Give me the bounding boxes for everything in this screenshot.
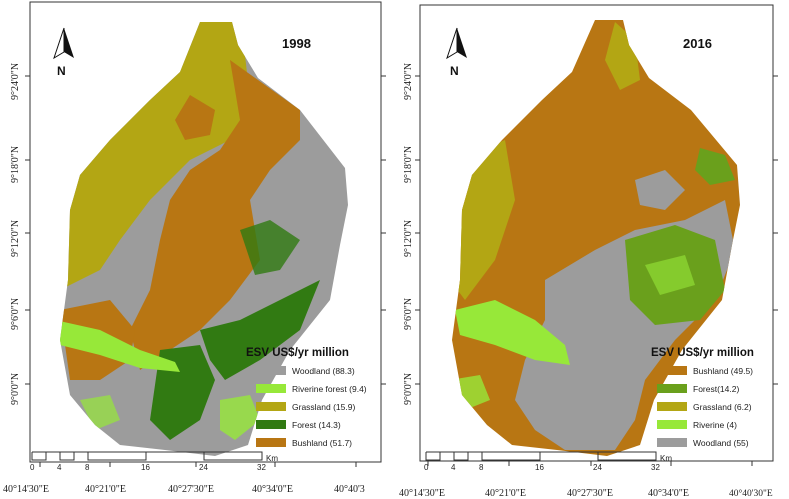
legend-swatch [657,384,687,393]
lon-label-2: 40°21'0"E [85,484,126,495]
map-2016: 9°24'0"N 9°18'0"N 9°12'0"N 9°6'0"N 9°0'0… [399,4,778,499]
map-frame [29,1,382,463]
legend-swatch [657,438,687,447]
scale-tick: 0 [424,463,429,472]
lat-label-4: 9°6'0"N [403,298,414,330]
legend-label: Riverine forest (9.4) [292,384,367,394]
scale-tick: 24 [593,463,602,472]
land-cover-1998 [60,22,348,456]
scale-unit: Km [266,454,278,463]
lon-label-4: 40°34'0"E [648,488,689,499]
lat-label-2: 9°18'0"N [403,146,414,183]
legend: ESV US$/yr million Bushland (49.5) Fores… [651,347,754,448]
lat-label-5: 9°0'0"N [10,373,21,405]
graticule-ticks [25,75,386,467]
lon-label-2: 40°21'0"E [485,488,526,499]
map-panel-2016: 9°24'0"N 9°18'0"N 9°12'0"N 9°6'0"N 9°0'0… [395,0,789,499]
legend-swatch [256,420,286,429]
lon-label-4: 40°34'0"E [252,484,293,495]
legend-swatch [657,420,687,429]
scale-tick: 16 [141,463,150,472]
legend-label: Bushland (51.7) [292,438,352,448]
scale-tick: 8 [85,463,90,472]
legend-swatch [657,402,687,411]
lat-label-5: 9°0'0"N [403,373,414,405]
legend-swatch [256,402,286,411]
legend-label: Riverine (4) [693,420,737,430]
land-cover-2016 [452,20,740,456]
legend-label: Grassland (6.2) [693,402,752,412]
scale-unit: Km [660,454,672,463]
lat-label-2: 9°18'0"N [10,146,21,183]
lon-label-1: 40°14'30"E [3,484,49,495]
scale-tick: 8 [479,463,484,472]
legend-label: Woodland (88.3) [292,366,355,376]
lon-label-5: 40°40'3 [334,484,365,495]
lat-label-4: 9°6'0"N [10,298,21,330]
legend-swatch [256,366,286,375]
scale-tick: 4 [451,463,456,472]
scale-tick: 24 [199,463,208,472]
lat-label-3: 9°12'0"N [10,220,21,257]
scale-bar: 0 4 8 16 24 32 Km [424,451,672,472]
lon-label-5: 40°40'30"E [729,488,773,499]
scale-tick: 16 [535,463,544,472]
map-year: 1998 [282,36,311,51]
legend-swatch [657,366,687,375]
graticule-ticks [415,75,778,466]
legend-label: Grassland (15.9) [292,402,355,412]
map-1998: 9°24'0"N 9°18'0"N 9°12'0"N 9°6'0"N 9°0'0… [3,1,386,495]
legend: ESV US$/yr million Woodland (88.3) River… [246,347,367,448]
scale-tick: 32 [651,463,660,472]
legend-title: ESV US$/yr million [651,347,754,359]
scale-tick: 4 [57,463,62,472]
legend-label: Woodland (55) [693,438,749,448]
north-arrow-icon: N [446,27,467,78]
scale-bar: 0 4 8 16 24 32 Km [30,451,278,472]
lat-label-1: 9°24'0"N [403,63,414,100]
legend-label: Bushland (49.5) [693,366,753,376]
lon-label-1: 40°14'30"E [399,488,445,499]
map-year: 2016 [683,36,712,51]
legend-label: Forest(14.2) [693,384,739,394]
north-label: N [450,64,459,78]
north-label: N [57,64,66,78]
map-panel-1998: 9°24'0"N 9°18'0"N 9°12'0"N 9°6'0"N 9°0'0… [0,0,394,499]
lon-label-3: 40°27'30"E [168,484,214,495]
legend-label: Forest (14.3) [292,420,341,430]
legend-title: ESV US$/yr million [246,347,349,359]
legend-swatch [256,384,286,393]
scale-tick: 32 [257,463,266,472]
lat-label-1: 9°24'0"N [10,63,21,100]
scale-tick: 0 [30,463,35,472]
legend-swatch [256,438,286,447]
lon-label-3: 40°27'30"E [567,488,613,499]
north-arrow-icon: N [53,27,74,78]
lat-label-3: 9°12'0"N [403,220,414,257]
